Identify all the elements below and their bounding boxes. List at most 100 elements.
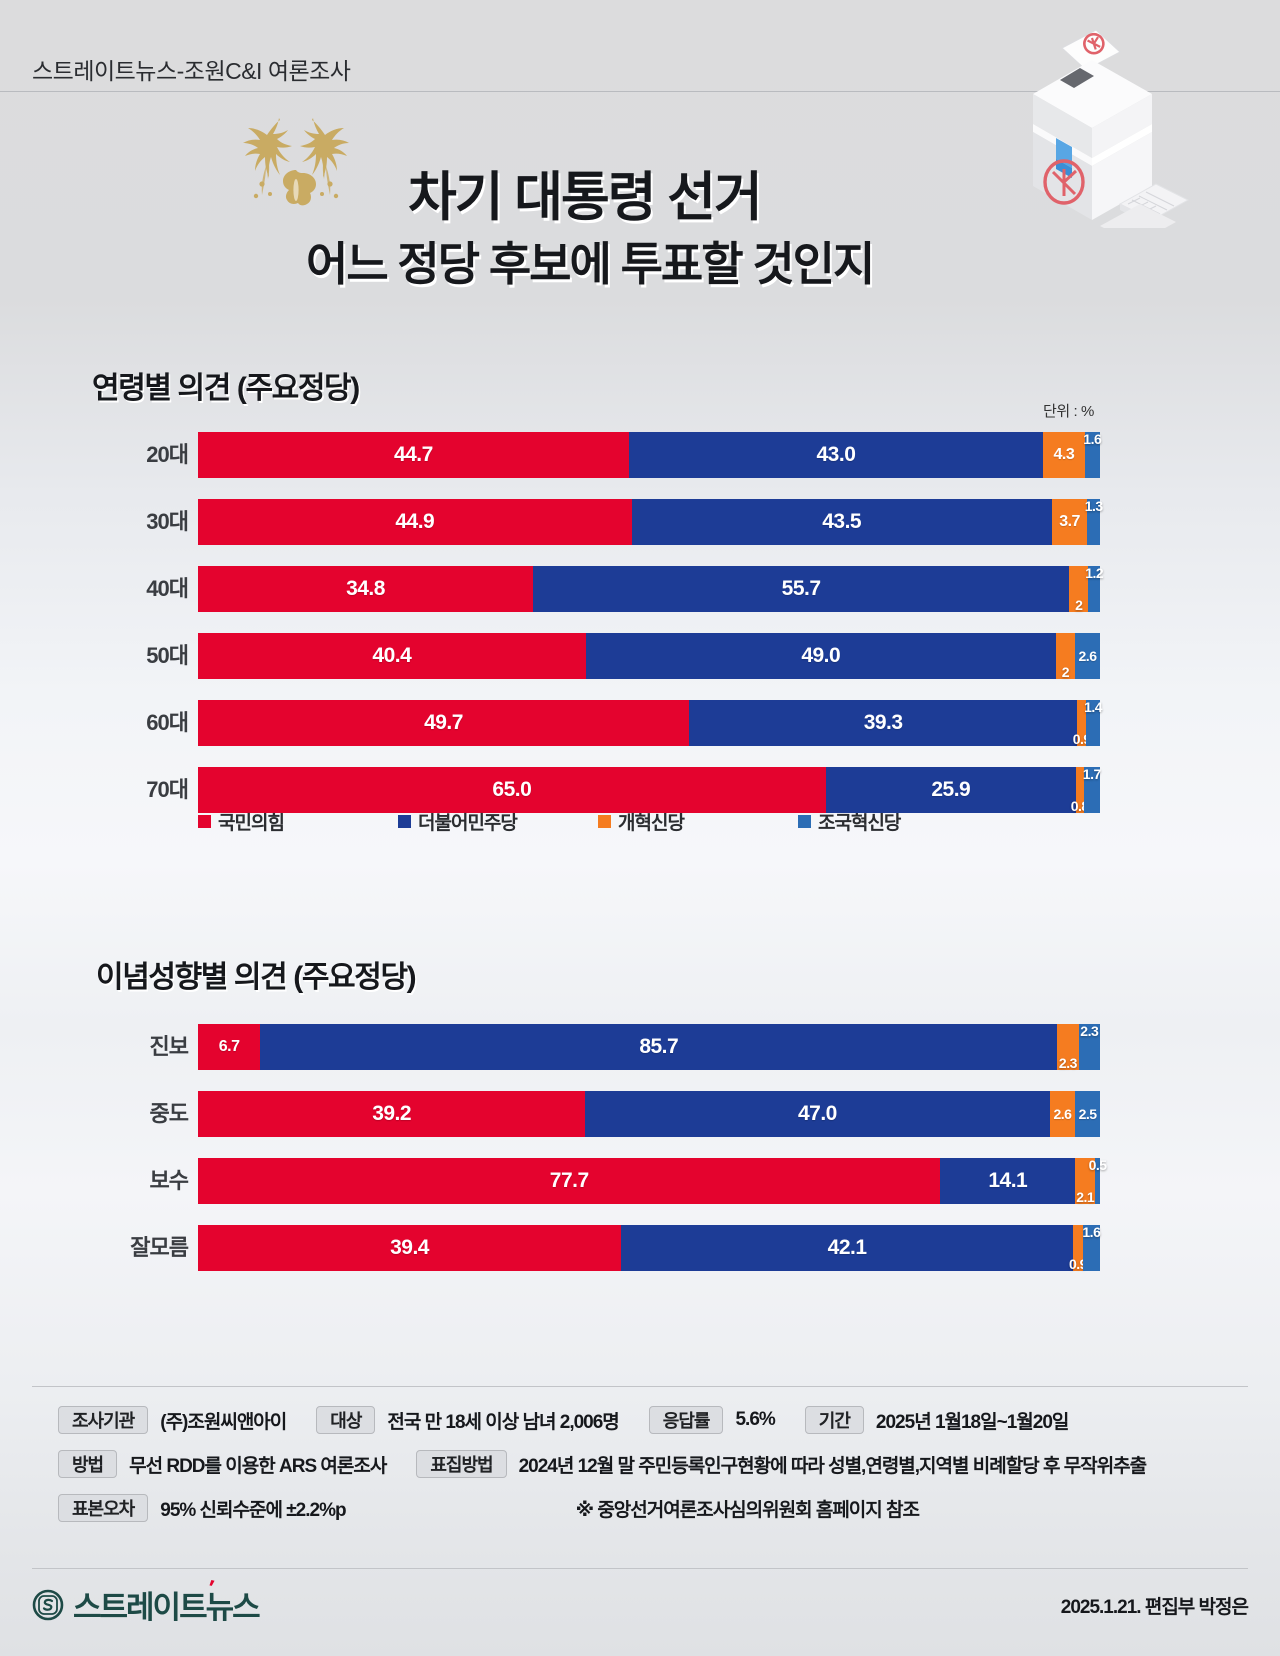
segment-value: 6.7 — [218, 1038, 240, 1055]
metadata-row: 방법 무선 RDD를 이용한 ARS 여론조사 표집방법 2024년 12월 말 주민… — [0, 1442, 1280, 1486]
category-label: 중도 — [149, 1101, 189, 1126]
metadata-value: 2025년 1월18일~1월20일 — [875, 1411, 1069, 1433]
segment-value: 39.2 — [372, 1102, 412, 1125]
bar-segment-조국혁신당: 2.3 — [1078, 1023, 1100, 1070]
segment-value: 43.5 — [822, 510, 862, 533]
metadata-chip: 대상 — [316, 1406, 376, 1434]
segment-value: 0.5 — [1088, 1157, 1107, 1173]
bar-segment-개혁신당: 2 — [1055, 633, 1076, 680]
site-logo[interactable]: 스트레이트뉴스 ′ — [32, 1575, 261, 1627]
bar-segment-국민의힘: 49.7 — [198, 700, 689, 746]
bar-segment-국민의힘: 65.0 — [198, 767, 826, 813]
bar-row: 50대 40.4 49.0 2 2.6 — [0, 633, 1280, 680]
bar-segment-더불어민주당: 47.0 — [585, 1091, 1050, 1137]
category-label: 40대 — [146, 576, 189, 601]
segment-value: 2 — [1061, 664, 1070, 680]
bar-segment-더불어민주당: 14.1 — [940, 1158, 1076, 1204]
bar-segment-조국혁신당: 1.6 — [1083, 431, 1102, 478]
bar-segment-조국혁신당: 2.6 — [1075, 633, 1100, 679]
logo-label: 스트레이트뉴스 — [73, 1590, 261, 1625]
metadata-chip: 조사기관 — [58, 1406, 149, 1434]
segment-value: 2 — [1075, 597, 1083, 613]
segment-value: 77.7 — [549, 1169, 589, 1192]
segment-value: 1.7 — [1082, 766, 1101, 782]
segment-value: 39.4 — [390, 1236, 429, 1259]
bar-segment-개혁신당: 4.3 — [1043, 432, 1085, 478]
stacked-bar: 65.0 25.9 0.8 1.7 — [198, 766, 1101, 814]
segment-value: 1.4 — [1084, 699, 1103, 715]
logo-mark-icon — [32, 1589, 64, 1620]
legend-swatch-icon — [598, 815, 611, 828]
legend-label: 개혁신당 — [618, 813, 685, 834]
category-label: 70대 — [146, 777, 189, 802]
segment-value: 44.7 — [393, 443, 433, 466]
stacked-bar: 44.7 43.0 4.3 1.6 — [198, 431, 1102, 478]
bar-segment-조국혁신당: 0.5 — [1089, 1157, 1107, 1204]
segment-value: 49.7 — [424, 711, 463, 734]
segment-value: 55.7 — [781, 577, 821, 600]
page-title-line1: 차기 대통령 선거 — [408, 168, 763, 227]
segment-value: 1.6 — [1083, 431, 1102, 447]
metadata-value: 무선 RDD를 이용한 ARS 여론조사 — [129, 1455, 387, 1477]
chart-legend: 국민의힘 더불어민주당 개혁신당 조국혁신당 — [198, 808, 1100, 835]
category-label: 보수 — [149, 1168, 189, 1193]
metadata-chip: 방법 — [58, 1450, 118, 1478]
category-label: 진보 — [149, 1034, 189, 1059]
bar-segment-조국혁신당: 1.3 — [1084, 498, 1103, 545]
segment-value: 14.1 — [988, 1169, 1028, 1192]
bar-segment-개혁신당: 2 — [1069, 566, 1089, 613]
segment-value: 2.5 — [1078, 1106, 1097, 1122]
category-label: 잘모름 — [130, 1235, 189, 1260]
legend-label: 더불어민주당 — [418, 813, 518, 834]
legend-label: 국민의힘 — [218, 813, 285, 834]
segment-value: 44.9 — [395, 510, 435, 533]
bar-segment-더불어민주당: 55.7 — [533, 566, 1070, 612]
category-label: 60대 — [146, 710, 189, 735]
segment-value: 2.6 — [1053, 1106, 1072, 1122]
legend-swatch-icon — [798, 815, 811, 828]
committee-note: ※ 중앙선거여론조사심의위원회 홈페이지 참조 — [575, 1499, 920, 1521]
stacked-bar: 6.7 85.7 2.3 2.3 — [198, 1023, 1100, 1071]
metadata-row: 조사기관 (주)조원씨앤아이 대상 전국 만 18세 이상 남녀 2,006명 응답률 5… — [0, 1398, 1280, 1442]
bar-row: 30대 44.9 43.5 3.7 1.3 — [0, 498, 1280, 545]
segment-value: 2.3 — [1080, 1023, 1099, 1039]
bar-segment-조국혁신당: 1.6 — [1082, 1224, 1101, 1271]
metadata-value: 5.6% — [735, 1409, 775, 1430]
bar-row: 잘모름 39.4 42.1 0.9 1.6 — [0, 1224, 1280, 1272]
segment-value: 2.3 — [1058, 1055, 1077, 1071]
logo-text: 스트레이트뉴스 ′ — [73, 1575, 261, 1627]
stacked-bar: 39.2 47.0 2.6 2.5 — [198, 1091, 1100, 1137]
bar-segment-국민의힘: 39.2 — [198, 1091, 586, 1137]
bar-segment-더불어민주당: 43.5 — [631, 499, 1052, 545]
bar-segment-국민의힘: 39.4 — [198, 1225, 622, 1271]
bar-segment-개혁신당: 2.3 — [1057, 1024, 1079, 1071]
segment-value: 2.6 — [1078, 648, 1097, 664]
phoenix-emblem-icon — [196, 108, 396, 218]
stacked-bar: 77.7 14.1 2.1 0.5 — [198, 1157, 1107, 1205]
metadata-chip: 표본오차 — [58, 1494, 149, 1522]
bar-row: 20대 44.7 43.0 4.3 1.6 — [0, 431, 1280, 478]
segment-value: 3.7 — [1059, 513, 1080, 530]
bar-segment-더불어민주당: 43.0 — [628, 432, 1044, 478]
bar-segment-더불어민주당: 49.0 — [585, 633, 1056, 679]
category-label: 20대 — [146, 442, 189, 467]
section2-title: 이념성향별 의견 (주요정당) — [96, 961, 417, 994]
page-title-line2: 어느 정당 후보에 투표할 것인지 — [306, 238, 875, 290]
bar-segment-조국혁신당: 1.2 — [1085, 565, 1104, 612]
segment-value: 65.0 — [492, 778, 532, 801]
bar-row: 보수 77.7 14.1 2.1 0.5 — [0, 1157, 1280, 1205]
header-divider — [0, 91, 1280, 92]
byline: 2025.1.21. 편집부 박정은 — [1060, 1597, 1249, 1618]
stacked-bar: 39.4 42.1 0.9 1.6 — [198, 1224, 1101, 1272]
segment-value: 1.3 — [1084, 498, 1103, 514]
bar-segment-더불어민주당: 39.3 — [689, 700, 1078, 746]
segment-value: 42.1 — [827, 1236, 867, 1259]
bar-segment-개혁신당: 2.6 — [1049, 1091, 1076, 1137]
segment-value: 2.1 — [1076, 1189, 1095, 1205]
stacked-bar: 40.4 49.0 2 2.6 — [198, 633, 1100, 680]
segment-value: 43.0 — [816, 443, 856, 466]
ideology-chart: 진보 6.7 85.7 2.3 2.3 중도 39.2 47.0 2.6 2.5 보수 77.7 14.… — [0, 1023, 1280, 1292]
legend-label: 조국혁신당 — [818, 813, 901, 834]
section1-title: 연령별 의견 (주요정당) — [92, 372, 360, 405]
metadata-value: 95% 신뢰수준에 ±2.2%p — [160, 1499, 346, 1521]
